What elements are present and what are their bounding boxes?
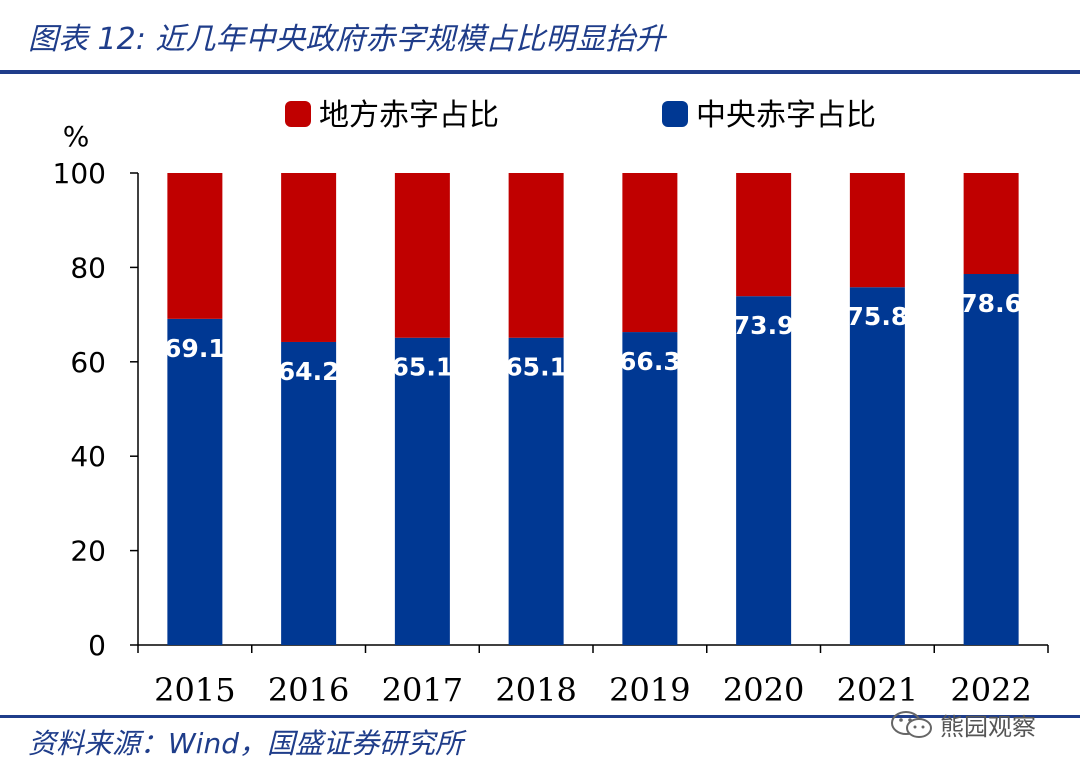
bar-central-2018 bbox=[508, 337, 564, 645]
source-note: 资料来源：Wind，国盛证券研究所 bbox=[28, 727, 463, 760]
legend-swatch bbox=[285, 101, 311, 127]
bar-local-2021 bbox=[849, 173, 905, 288]
bar-central-2021 bbox=[849, 287, 905, 645]
bar-local-2019 bbox=[622, 173, 678, 333]
bars bbox=[167, 173, 1019, 645]
figure-title: 图表 12: 近几年中央政府赤字规模占比明显抬升 bbox=[28, 22, 666, 57]
x-tick-label: 2017 bbox=[382, 671, 463, 709]
x-tick-label: 2022 bbox=[950, 671, 1031, 709]
y-axis-label: % bbox=[63, 120, 90, 153]
bar-local-2017 bbox=[394, 173, 450, 338]
bar-local-2015 bbox=[167, 173, 223, 319]
y-tick-label: 60 bbox=[70, 346, 106, 379]
data-label-2015: 69.1 bbox=[164, 334, 226, 363]
data-label-2021: 75.8 bbox=[847, 302, 909, 331]
y-tick-label: 80 bbox=[70, 251, 106, 284]
bar-central-2017 bbox=[394, 337, 450, 645]
bar-local-2020 bbox=[736, 173, 792, 297]
data-label-2017: 65.1 bbox=[392, 353, 454, 382]
legend: 地方赤字占比 中央赤字占比 bbox=[285, 98, 876, 133]
x-tick-label: 2018 bbox=[495, 671, 576, 709]
x-tick-label: 2016 bbox=[268, 671, 349, 709]
data-labels: 69.1 64.2 65.1 65.1 66.3 73.9 75.8 78.6 bbox=[164, 289, 1022, 386]
x-tick-label: 2015 bbox=[154, 671, 235, 709]
x-tick-label: 2021 bbox=[837, 671, 918, 709]
wechat-icon bbox=[891, 710, 932, 738]
bar-local-2022 bbox=[963, 173, 1019, 275]
legend-label: 中央赤字占比 bbox=[696, 98, 876, 133]
y-tick-label: 20 bbox=[70, 535, 106, 568]
data-label-2018: 65.1 bbox=[505, 353, 567, 382]
bar-central-2022 bbox=[963, 274, 1019, 645]
legend-label: 地方赤字占比 bbox=[319, 98, 499, 133]
top-divider bbox=[0, 70, 1080, 74]
bar-central-2016 bbox=[281, 341, 337, 645]
y-tick-label: 0 bbox=[88, 629, 106, 662]
bar-local-2016 bbox=[281, 173, 337, 342]
bottom-divider bbox=[0, 715, 1080, 718]
watermark: 熊园观察 bbox=[890, 707, 1036, 742]
x-tick-label: 2020 bbox=[723, 671, 804, 709]
stacked-bar-chart: 地方赤字占比 中央赤字占比 0 20 40 60 80 100% 2015 2016 2017 20… bbox=[53, 98, 1049, 709]
bar-central-2015 bbox=[167, 318, 223, 645]
y-tick-label: 100 bbox=[53, 157, 106, 190]
bar-central-2019 bbox=[622, 332, 678, 645]
legend-swatch bbox=[662, 101, 688, 127]
y-tick-label: 40 bbox=[70, 440, 106, 473]
data-label-2022: 78.6 bbox=[960, 289, 1022, 318]
bar-local-2018 bbox=[508, 173, 564, 338]
watermark-text: 熊园观察 bbox=[940, 713, 1036, 741]
data-label-2016: 64.2 bbox=[278, 357, 340, 386]
data-label-2020: 73.9 bbox=[733, 311, 795, 340]
data-label-2019: 66.3 bbox=[619, 347, 681, 376]
bar-central-2020 bbox=[736, 296, 792, 645]
x-tick-label: 2019 bbox=[609, 671, 690, 709]
